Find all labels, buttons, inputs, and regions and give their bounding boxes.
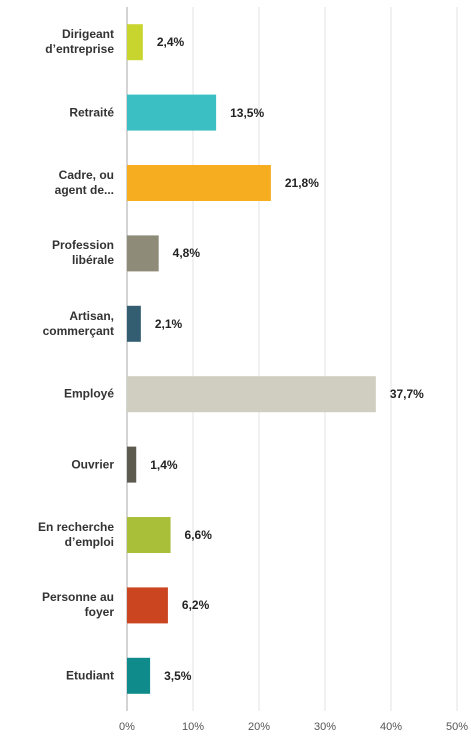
category-label: En recherche d’emploi	[37, 520, 114, 549]
category-label: Artisan, commerçant	[42, 308, 114, 338]
category-label: Cadre, ou agent de...	[54, 168, 114, 197]
category-label: Dirigeant d’entreprise	[45, 27, 114, 57]
bar	[127, 235, 159, 272]
value-label: 21,8%	[284, 176, 319, 190]
bar	[127, 94, 217, 131]
x-tick-label: 10%	[181, 721, 205, 733]
bar	[127, 446, 137, 483]
bar	[127, 587, 168, 624]
x-tick-label: 30%	[313, 721, 337, 733]
value-label: 1,4%	[150, 457, 178, 472]
x-tick-label: 0%	[119, 721, 135, 733]
bar	[127, 376, 376, 413]
bar	[127, 657, 151, 694]
category-label: Retraité	[69, 105, 114, 120]
value-label: 2,4%	[156, 35, 185, 50]
value-label: 4,8%	[172, 246, 201, 261]
x-tick-label: 50%	[445, 721, 469, 733]
category-label: Personne au foyer	[41, 590, 114, 620]
bar	[127, 517, 171, 553]
category-label: Ouvrier	[71, 457, 114, 472]
category-label: Employé	[63, 386, 114, 401]
bar	[127, 305, 141, 342]
value-label: 6,2%	[181, 598, 210, 613]
value-label: 3,5%	[164, 668, 192, 683]
bar	[127, 165, 271, 201]
value-label: 13,5%	[230, 105, 265, 120]
value-label: 2,1%	[154, 316, 183, 331]
category-label: Etudiant	[66, 668, 114, 683]
value-label: 6,6%	[184, 528, 212, 542]
x-tick-label: 40%	[379, 721, 403, 733]
x-tick-label: 20%	[247, 721, 271, 733]
bar	[127, 24, 143, 61]
category-label: Profession libérale	[51, 238, 114, 268]
value-label: 37,7%	[389, 387, 424, 402]
